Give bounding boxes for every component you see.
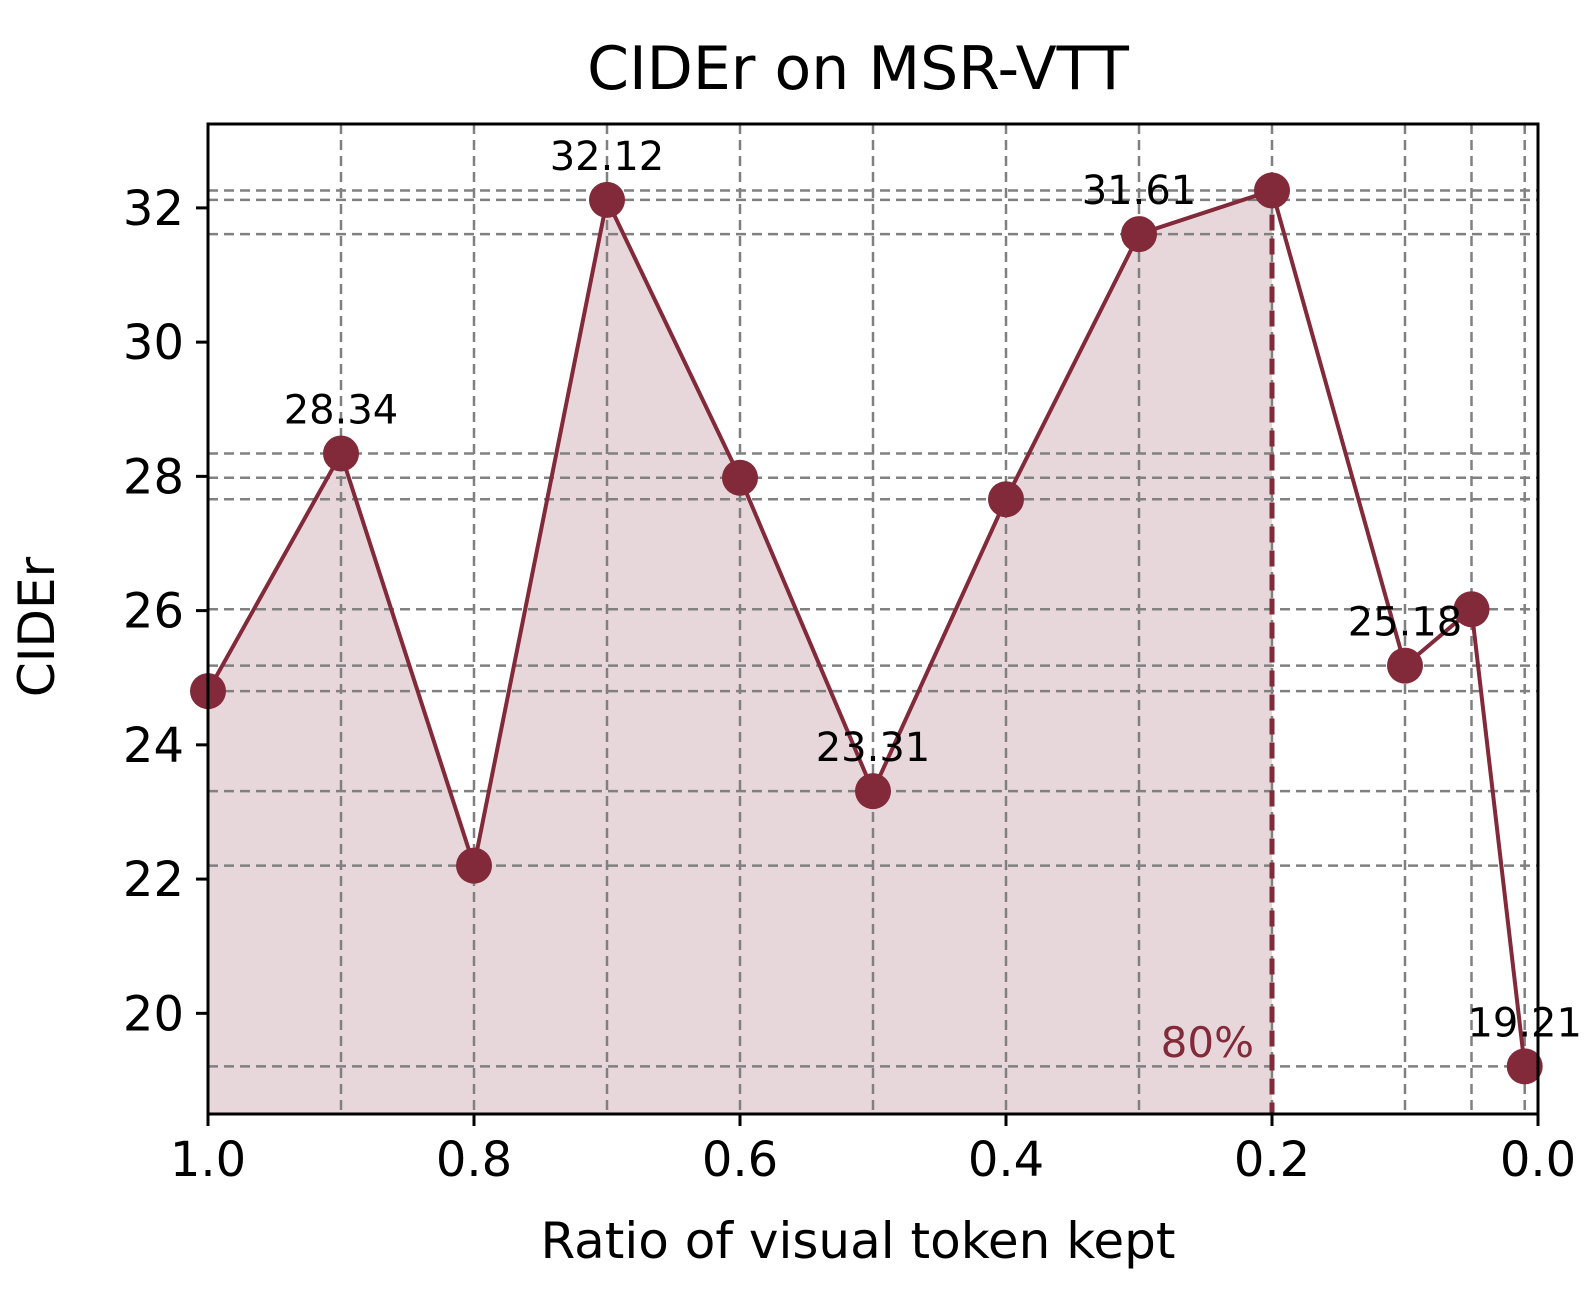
data-labels-layer: 28.34 32.12 23.31 31.61 25.18 19.21 xyxy=(284,134,1582,1047)
y-axis-label: CIDEr xyxy=(8,556,66,697)
y-tick-label: 32 xyxy=(123,181,184,237)
data-label: 23.31 xyxy=(816,725,931,771)
data-label: 28.34 xyxy=(284,388,399,434)
y-tick-label: 20 xyxy=(123,986,184,1042)
y-tick-label: 28 xyxy=(123,449,184,505)
y-tick-label: 22 xyxy=(123,852,184,908)
data-point xyxy=(456,847,492,884)
y-tick-label: 24 xyxy=(123,718,184,774)
data-label: 31.61 xyxy=(1082,168,1197,214)
data-point xyxy=(1453,591,1490,628)
x-tick-label: 0.2 xyxy=(1234,1132,1310,1188)
x-tick-label: 0.8 xyxy=(436,1132,512,1188)
threshold-label: 80% xyxy=(1161,1018,1254,1067)
x-tick-label: 0.4 xyxy=(968,1132,1044,1188)
data-label: 25.18 xyxy=(1348,600,1463,646)
data-label: 32.12 xyxy=(550,134,665,180)
x-axis-label: Ratio of visual token kept xyxy=(541,1212,1176,1270)
data-point xyxy=(1121,216,1157,253)
y-tick-label: 26 xyxy=(123,584,184,640)
x-tick-label: 1.0 xyxy=(170,1132,246,1188)
data-points-layer xyxy=(190,172,1543,1085)
data-point xyxy=(1387,647,1423,684)
data-label: 19.21 xyxy=(1467,1000,1582,1046)
data-point xyxy=(988,481,1024,518)
chart-title: CIDEr on MSR-VTT xyxy=(587,34,1129,104)
x-tick-label: 0.6 xyxy=(702,1132,778,1188)
data-point xyxy=(1254,172,1290,209)
data-point xyxy=(722,459,758,496)
threshold-line-layer: 80% xyxy=(1161,190,1275,1114)
ticks-layer: 1.0 0.8 0.6 0.4 0.2 0.0 20 22 24 26 28 30 32 xyxy=(123,181,1576,1188)
y-tick-label: 30 xyxy=(123,315,184,371)
data-point xyxy=(855,773,891,810)
data-point xyxy=(323,435,359,472)
axes-frame xyxy=(206,122,1540,1116)
data-point xyxy=(1506,1048,1543,1085)
x-tick-label: 0.0 xyxy=(1500,1132,1576,1188)
data-point xyxy=(589,181,625,218)
